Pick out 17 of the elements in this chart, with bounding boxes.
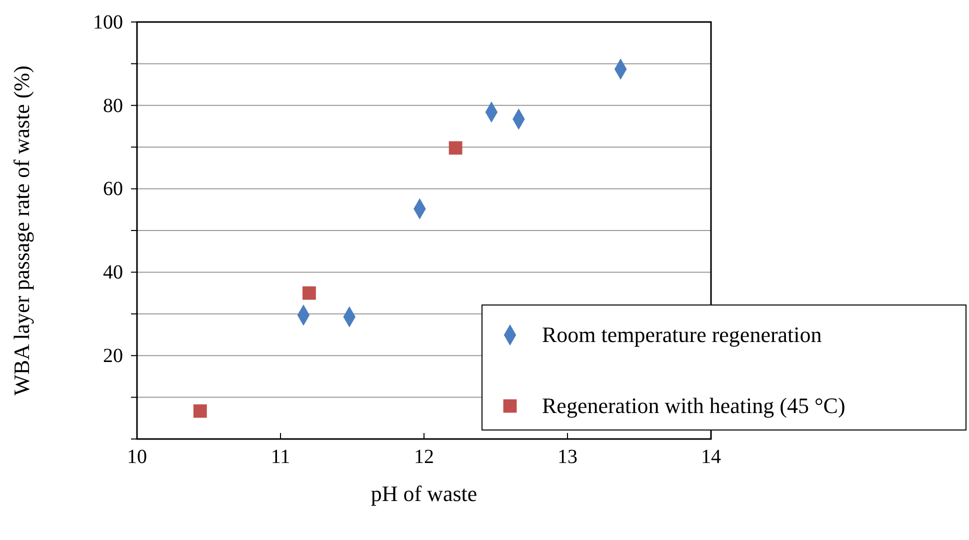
point bbox=[448, 141, 462, 155]
legend-label: Regeneration with heating (45 °C) bbox=[542, 393, 846, 418]
y-tick-label: 60 bbox=[103, 178, 123, 200]
y-axis-title: WBA layer passage rate of waste (%) bbox=[9, 66, 34, 396]
x-tick-label: 12 bbox=[414, 446, 434, 468]
x-axis-title: pH of waste bbox=[370, 481, 478, 506]
x-tick-label: 11 bbox=[270, 446, 290, 468]
x-tick-label: 10 bbox=[127, 446, 147, 468]
y-tick-label: 40 bbox=[103, 262, 123, 284]
x-tick-label: 14 bbox=[701, 446, 721, 468]
point bbox=[193, 404, 207, 418]
y-tick-label: 80 bbox=[103, 94, 123, 117]
point bbox=[302, 286, 316, 300]
legend-label: Room temperature regeneration bbox=[542, 322, 822, 347]
y-tick-label: 100 bbox=[93, 11, 123, 34]
y-tick-label: 20 bbox=[103, 345, 123, 367]
x-tick-label: 13 bbox=[558, 446, 578, 468]
